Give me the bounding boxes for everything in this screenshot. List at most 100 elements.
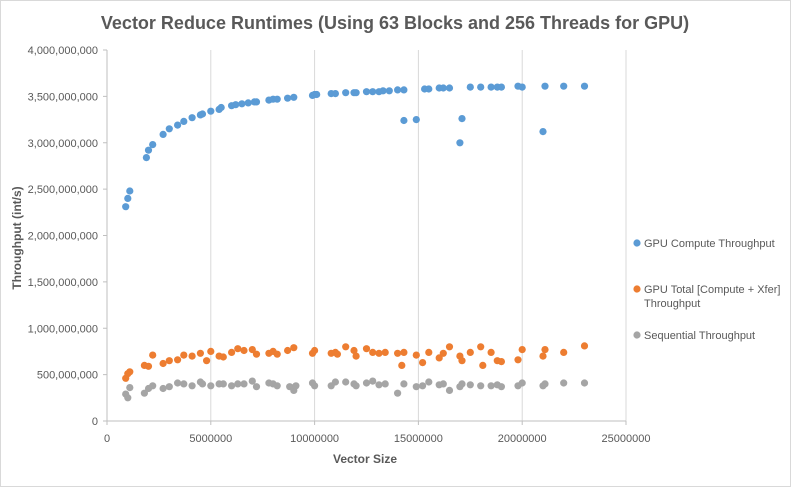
legend-marker	[633, 331, 641, 339]
data-point-series-2	[487, 382, 495, 390]
data-point-series-0	[456, 139, 464, 147]
data-point-series-2	[425, 378, 433, 386]
data-point-series-0	[238, 100, 246, 108]
y-tick-label: 2,500,000,000	[28, 184, 98, 196]
data-point-series-2	[159, 384, 167, 393]
data-point-series-1	[400, 348, 408, 356]
data-point-series-1	[126, 368, 134, 376]
data-point-series-2	[580, 379, 589, 387]
data-point-series-1	[165, 357, 173, 365]
data-point-series-1	[228, 348, 236, 356]
data-point-series-0	[497, 83, 505, 91]
x-tick-label: 20000000	[498, 433, 547, 445]
x-tick-label: 5000000	[189, 433, 232, 445]
y-tick-label: 0	[92, 416, 98, 428]
data-point-series-1	[425, 348, 433, 356]
chart-title: Vector Reduce Runtimes (Using 63 Blocks …	[101, 13, 689, 33]
data-point-series-1	[580, 342, 589, 350]
data-point-series-2	[445, 386, 454, 394]
data-point-series-2	[400, 380, 408, 388]
data-point-series-2	[273, 382, 281, 390]
data-point-series-0	[539, 128, 547, 136]
data-point-series-1	[514, 356, 522, 364]
data-point-series-2	[541, 380, 549, 388]
data-point-series-0	[232, 101, 240, 109]
data-point-series-0	[342, 89, 350, 97]
data-point-series-2	[165, 383, 173, 391]
data-point-series-1	[311, 346, 319, 355]
data-point-series-0	[369, 88, 377, 96]
data-point-series-0	[580, 82, 589, 90]
data-point-series-0	[394, 86, 402, 94]
data-point-series-1	[144, 362, 153, 370]
data-point-series-2	[477, 382, 485, 390]
y-tick-label: 2,000,000,000	[28, 231, 98, 243]
data-point-series-0	[252, 98, 261, 106]
x-tick-label: 25000000	[602, 433, 651, 445]
data-point-series-2	[311, 382, 319, 390]
data-point-series-1	[159, 359, 167, 368]
data-point-series-1	[350, 346, 358, 355]
data-point-series-2	[140, 389, 148, 397]
data-point-series-0	[273, 95, 281, 103]
data-point-series-1	[466, 348, 474, 356]
data-point-series-1	[369, 348, 377, 356]
data-point-series-2	[180, 380, 188, 388]
legend-marker	[633, 285, 641, 293]
data-point-series-2	[126, 384, 134, 392]
data-point-series-1	[252, 350, 261, 358]
data-point-series-0	[284, 94, 292, 102]
data-point-series-2	[342, 378, 350, 386]
data-point-series-2	[497, 383, 505, 391]
data-point-series-0	[412, 116, 420, 124]
data-point-series-0	[290, 93, 298, 101]
data-point-series-2	[149, 382, 157, 390]
data-point-series-2	[248, 377, 256, 385]
data-point-series-1	[381, 348, 389, 356]
data-point-series-2	[219, 380, 227, 388]
data-point-series-2	[252, 383, 261, 391]
data-point-series-1	[458, 357, 466, 365]
data-point-series-1	[398, 361, 406, 369]
data-point-series-0	[518, 83, 526, 91]
data-point-series-2	[369, 377, 377, 385]
data-point-series-0	[400, 116, 408, 125]
grid-layer	[210, 50, 627, 421]
data-point-series-2	[240, 380, 248, 388]
data-point-series-1	[539, 352, 547, 360]
data-point-series-0	[385, 87, 393, 95]
x-axis-title: Vector Size	[333, 452, 397, 466]
data-point-series-1	[487, 348, 495, 356]
data-point-series-2	[124, 394, 132, 402]
data-point-series-0	[126, 187, 134, 195]
data-point-series-0	[439, 84, 447, 92]
data-point-series-2	[234, 380, 242, 388]
data-point-series-2	[352, 382, 360, 390]
data-point-series-0	[188, 114, 196, 122]
y-tick-label: 3,500,000,000	[28, 91, 98, 103]
y-tick-label: 4,000,000,000	[28, 45, 98, 57]
data-point-series-2	[292, 382, 300, 390]
data-point-series-2	[362, 379, 371, 387]
data-point-series-1	[273, 350, 281, 358]
data-point-series-1	[439, 349, 447, 357]
x-tick-label: 0	[104, 433, 110, 445]
data-point-series-1	[180, 351, 188, 359]
data-point-series-1	[219, 353, 227, 361]
data-point-series-2	[375, 381, 383, 389]
data-point-series-1	[234, 345, 242, 353]
data-point-series-0	[124, 194, 132, 202]
data-point-series-1	[435, 354, 443, 362]
data-point-series-1	[342, 343, 350, 351]
data-point-series-0	[445, 84, 454, 92]
data-point-series-1	[518, 346, 526, 354]
axis-layer: 0 500,000,000 1,000,000,000 1,500,000,000 2,…	[28, 45, 651, 445]
data-point-series-0	[400, 86, 408, 94]
data-point-series-0	[180, 117, 188, 125]
legend-label: GPU Compute Throughput	[644, 238, 775, 250]
data-point-series-0	[174, 121, 182, 129]
data-point-series-0	[142, 154, 150, 162]
data-point-series-1	[445, 343, 454, 351]
y-tick-label: 3,000,000,000	[28, 138, 98, 150]
data-point-series-0	[362, 88, 371, 96]
